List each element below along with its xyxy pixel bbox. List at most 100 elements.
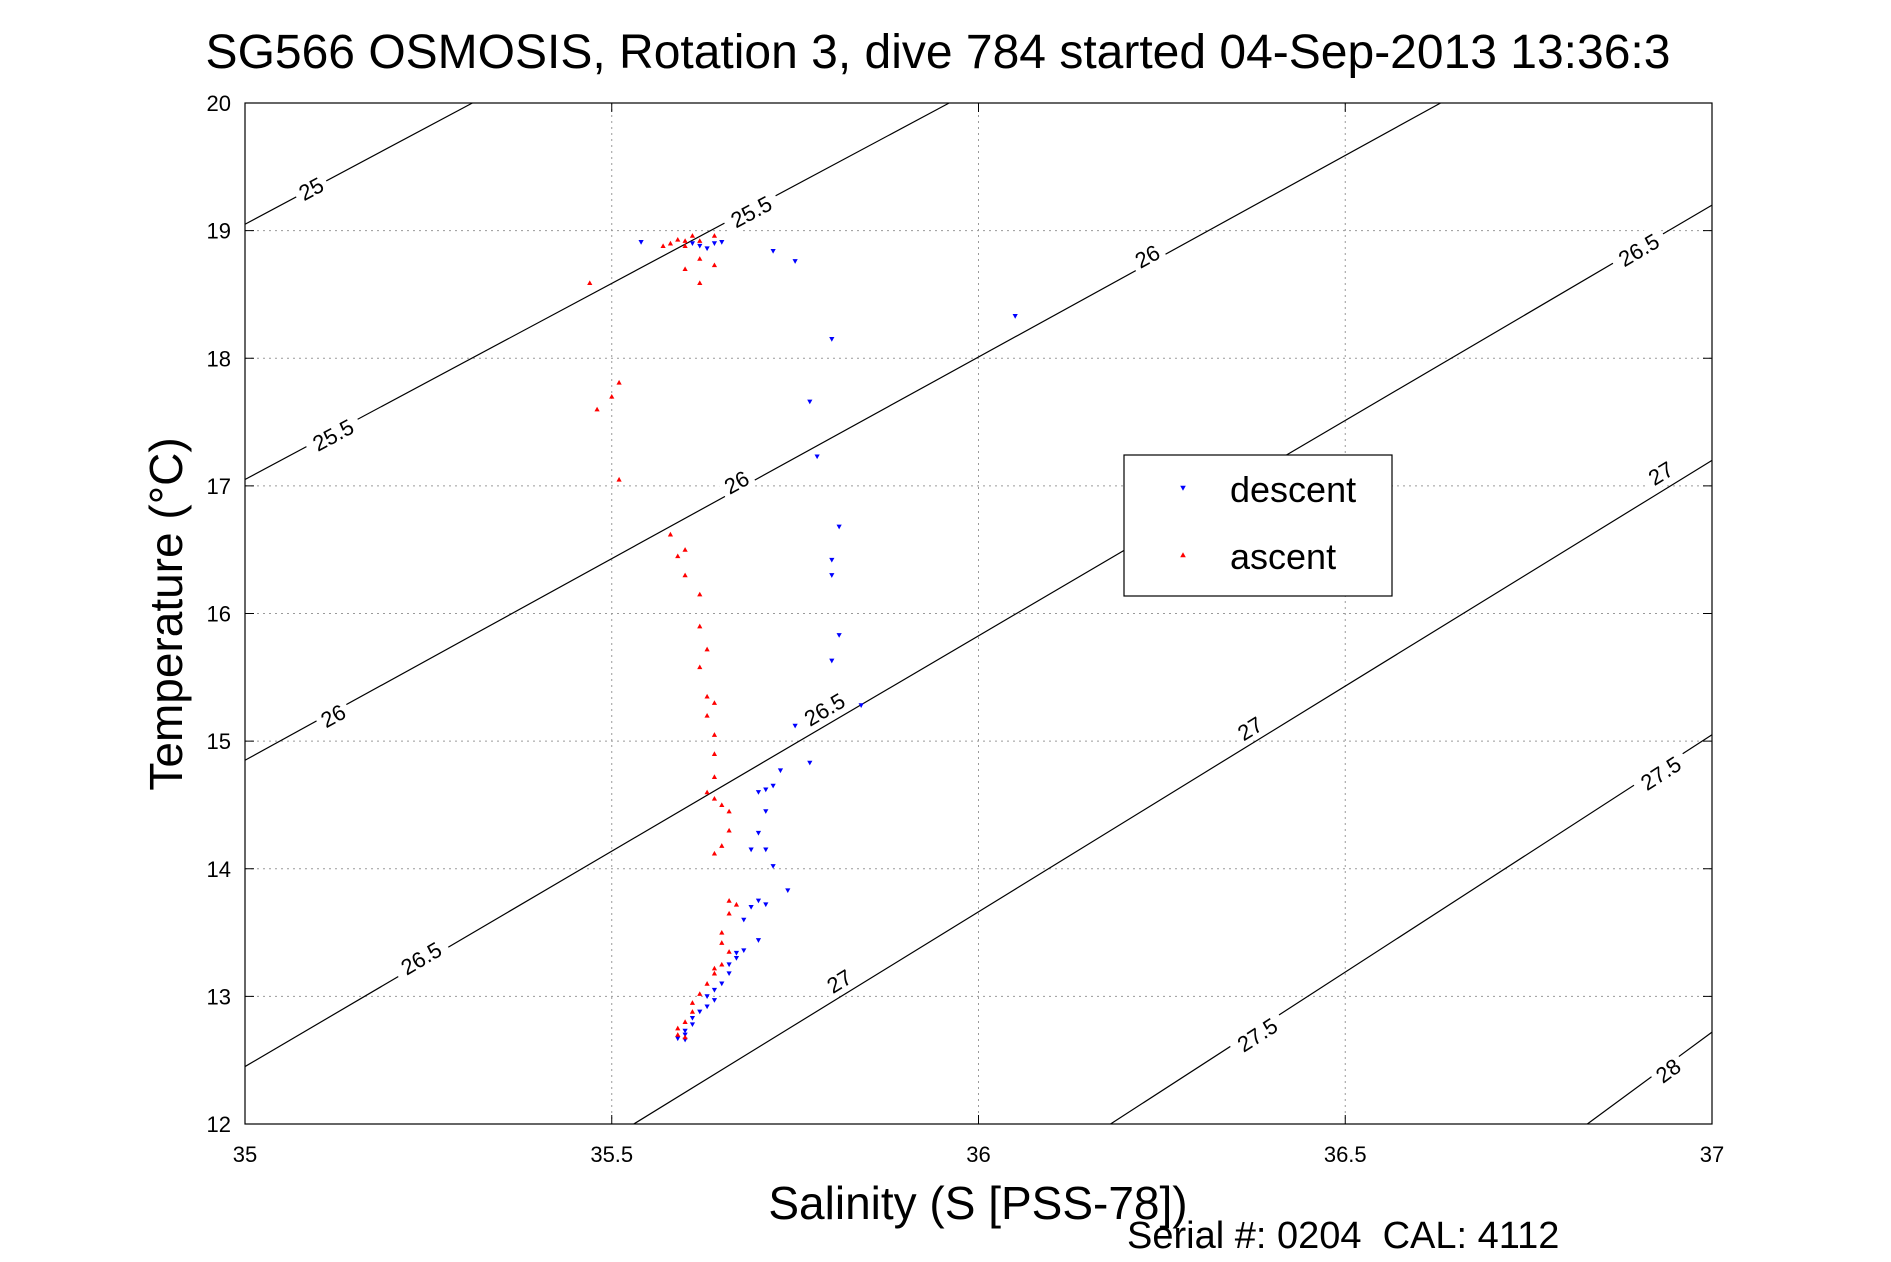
ascent-point (682, 243, 688, 249)
ascent-point (667, 531, 674, 537)
ascent-point (719, 929, 725, 935)
ascent-point (609, 393, 615, 399)
ascent-point (711, 970, 718, 976)
ascent-point (675, 1025, 681, 1031)
ascent-point (711, 233, 718, 238)
descent-point (792, 723, 798, 729)
descent-point (697, 243, 703, 249)
isopycnal-line (1586, 1031, 1713, 1125)
legend: descent ascent (1123, 454, 1393, 597)
ascent-point (616, 379, 622, 385)
y-tick-label: 14 (207, 857, 231, 882)
y-tick-label: 12 (207, 1112, 231, 1137)
ascent-point (719, 940, 725, 945)
ascent-point (689, 1000, 696, 1005)
x-tick-label: 35.5 (590, 1142, 633, 1167)
descent-point (777, 768, 784, 774)
ascent-point (667, 240, 674, 246)
x-axis-label: Salinity (S [PSS-78]) (768, 1177, 1187, 1229)
isopycnal-label-bg (817, 960, 860, 1001)
isopycnal-line (244, 204, 1713, 1068)
ascent-point (711, 795, 718, 801)
chart-title: SG566 OSMOSIS, Rotation 3, dive 784 star… (206, 26, 1671, 79)
isopycnal-label-bg (1628, 745, 1692, 799)
descent-point (858, 703, 864, 708)
descent-point (704, 1004, 710, 1010)
descent-point (1012, 314, 1018, 319)
descent-point (792, 259, 798, 264)
ascent-point (711, 262, 718, 268)
ascent-point (660, 243, 666, 249)
descent-point (807, 760, 813, 766)
descent-point (748, 904, 754, 910)
descent-point (719, 240, 725, 245)
legend-label-descent: descent (1230, 469, 1356, 510)
ascent-point (726, 898, 732, 903)
legend-marker-descent (1180, 485, 1186, 491)
ascent-point (682, 547, 688, 552)
ascent-point (711, 965, 718, 971)
descent-point (733, 956, 740, 961)
isopycnal-label-bg (1125, 235, 1168, 275)
isopycnal-label-bg (311, 695, 354, 735)
descent-point (836, 633, 842, 638)
ascent-point (711, 700, 718, 705)
descent-point (763, 787, 769, 793)
y-tick-label: 16 (207, 602, 231, 627)
ascent-point (675, 553, 681, 559)
x-tick-label: 37 (1700, 1142, 1724, 1167)
isopycnal-label-bg (1645, 1049, 1689, 1091)
ascent-point (719, 961, 725, 967)
ascent-point (682, 572, 688, 578)
isopycnal-label-bg (289, 168, 332, 208)
descent-point (829, 658, 835, 664)
ascent-point (697, 256, 703, 261)
y-tick-label: 18 (207, 346, 231, 371)
descent-point (719, 981, 725, 987)
y-tick-label: 20 (207, 91, 231, 116)
y-tick-label: 19 (207, 219, 231, 244)
ascent-point (689, 233, 696, 238)
ascent-point (711, 751, 718, 756)
ascent-point (697, 591, 703, 597)
isopycnal-line (244, 102, 950, 481)
y-tick-label: 15 (207, 729, 231, 754)
ascent-point (711, 850, 718, 856)
x-tick-label: 35 (233, 1142, 257, 1167)
descent-point (675, 1036, 681, 1042)
isopycnal-label-bg (792, 682, 856, 735)
legend-label-ascent: ascent (1230, 536, 1336, 577)
descent-point (755, 790, 762, 795)
ascent-point (697, 280, 703, 286)
ascent-point (711, 732, 718, 737)
descent-point (770, 248, 776, 254)
ascent-point (719, 802, 725, 808)
axis-ticks: 35 35.5 36 36.5 37 12 13 14 15 16 17 18 19 20 (207, 91, 1725, 1167)
descent-point (748, 847, 754, 853)
ascent-point (719, 843, 725, 848)
legend-box (1123, 454, 1393, 597)
descent-point (829, 337, 835, 342)
ascent-point (726, 827, 732, 833)
ascent-point (704, 789, 710, 795)
descent-point (704, 246, 710, 252)
descent-point (704, 994, 710, 999)
y-axis-label: Temperature (°C) (140, 437, 192, 790)
ascent-point (704, 693, 710, 699)
ascent-point (682, 238, 688, 243)
descent-point (711, 241, 718, 246)
descent-point (638, 240, 644, 245)
ascent-point (697, 664, 703, 670)
descent-point (814, 454, 820, 460)
ascent-point (726, 949, 732, 954)
isopycnal-label-bg (1606, 223, 1670, 275)
isopycnal-label-bg (718, 185, 783, 236)
ascent-point (726, 808, 732, 814)
descent-point (755, 938, 762, 943)
descent-point (755, 898, 762, 904)
descent-point (711, 998, 718, 1003)
descent-point (763, 902, 769, 908)
isopycnal-label-bg (1638, 452, 1682, 493)
descent-point (711, 987, 718, 993)
ascent-point (682, 1019, 688, 1024)
